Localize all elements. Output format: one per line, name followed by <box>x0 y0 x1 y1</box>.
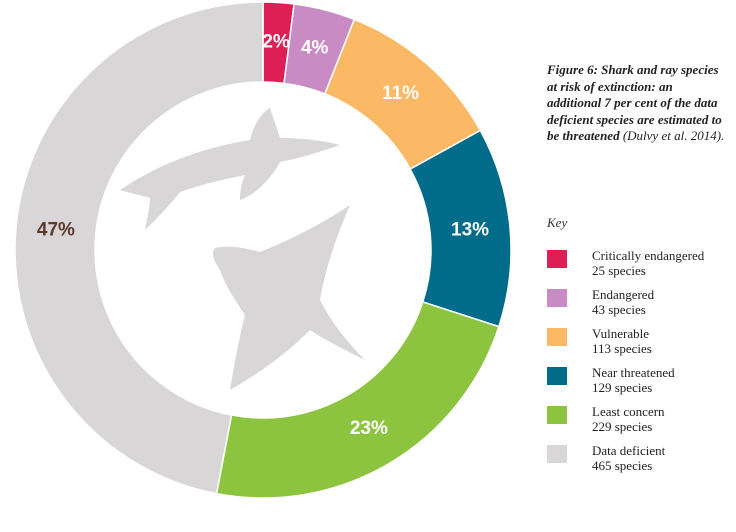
slice-label: 13% <box>451 219 489 240</box>
legend-count: 129 species <box>592 380 653 395</box>
source: (Dulvy et al. 2014). <box>622 128 725 143</box>
legend-swatch <box>547 445 567 463</box>
legend-text: Endangered 43 species <box>592 287 654 317</box>
slice <box>215 300 500 499</box>
legend-label: Critically endangered <box>592 248 705 263</box>
title: Figure 6: Shark and ray species at risk … <box>547 62 722 143</box>
legend-swatch <box>547 406 567 424</box>
slice-label: 11% <box>382 83 419 104</box>
legend-count: 229 species <box>592 419 653 434</box>
slice <box>14 1 264 495</box>
legend-count: 465 species <box>592 458 653 473</box>
legend-text: Vulnerable 113 species <box>592 326 652 356</box>
legend-swatch <box>547 367 567 385</box>
donut: 2% 4% 11% 13% 23% 47% <box>14 1 512 499</box>
legend-label: Least concern <box>592 404 665 419</box>
legend-title: Key <box>547 215 568 230</box>
legend-swatch <box>547 250 567 268</box>
legend-label: Vulnerable <box>592 326 649 341</box>
slice-label: 47% <box>37 219 75 240</box>
legend-text: Critically endangered 25 species <box>592 248 704 278</box>
legend-swatch <box>547 289 567 307</box>
slice-label: 2% <box>262 31 290 52</box>
legend-label: Endangered <box>592 287 655 302</box>
legend-swatch <box>547 328 567 346</box>
legend-text: Least concern 229 species <box>592 404 665 434</box>
legend-label: Near threatened <box>592 365 675 380</box>
slice-label: 4% <box>301 38 329 59</box>
silhouettes <box>120 108 365 390</box>
legend-count: 43 species <box>592 302 646 317</box>
legend-text: Data deficient 465 species <box>592 443 665 473</box>
legend-count: 25 species <box>592 263 646 278</box>
slice-label: 23% <box>350 418 388 439</box>
chart: 2% 4% 11% 13% 23% 47% <box>14 1 512 499</box>
legend-count: 113 species <box>592 341 652 356</box>
legend-text: Near threatened 129 species <box>592 365 675 395</box>
legend-label: Data deficient <box>592 443 666 458</box>
figure-caption: Figure 6: Shark and ray species at risk … <box>547 62 727 145</box>
